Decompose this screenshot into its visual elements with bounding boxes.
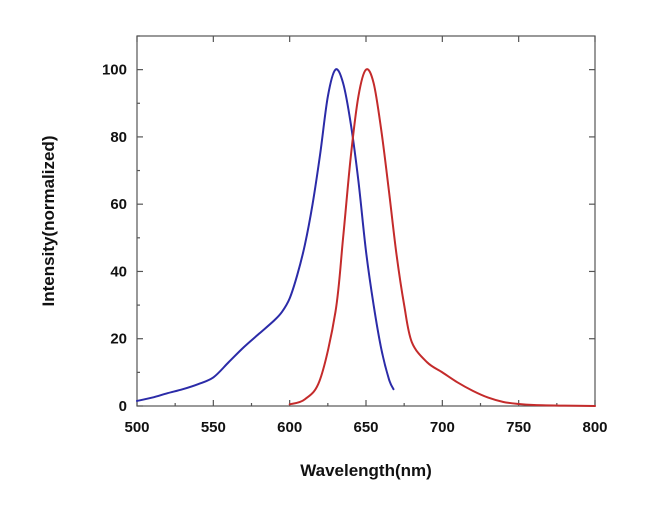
axis-ticks: 500 550 600 650 700 750 800 0 20 40 60 80 100 xyxy=(102,35,608,436)
x-tick-label: 750 xyxy=(506,419,531,436)
plot-frame xyxy=(136,35,596,407)
x-tick-label: 600 xyxy=(277,419,302,436)
y-tick-label: 40 xyxy=(110,263,127,280)
y-tick-label: 0 xyxy=(119,398,127,415)
y-tick-label: 80 xyxy=(110,129,127,146)
x-tick-label: 650 xyxy=(353,419,378,436)
y-tick-label: 100 xyxy=(102,62,127,79)
x-tick-label: 500 xyxy=(124,419,149,436)
x-tick-label: 700 xyxy=(430,419,455,436)
x-tick-label: 800 xyxy=(582,419,607,436)
x-tick-label: 550 xyxy=(201,419,226,436)
series-line-2 xyxy=(288,68,596,407)
y-tick-label: 60 xyxy=(110,196,127,213)
y-tick-label: 20 xyxy=(110,331,127,348)
series-line-1 xyxy=(136,68,395,402)
x-axis-title: Wavelength(nm) xyxy=(300,461,432,480)
series-layer xyxy=(136,68,596,407)
y-axis-title: Intensity(normalized) xyxy=(39,136,58,307)
